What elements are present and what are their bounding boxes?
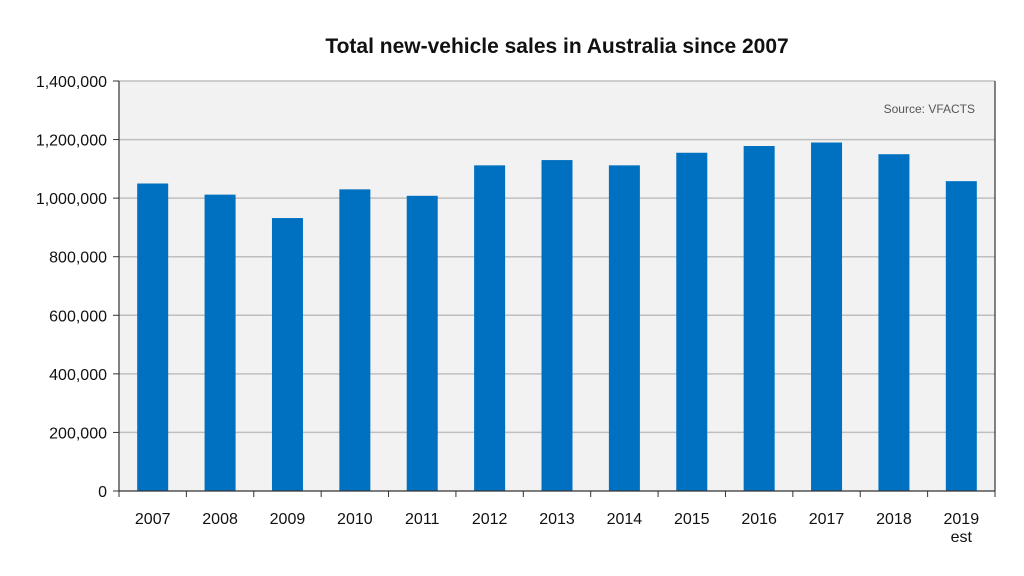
bar-2009	[271, 218, 303, 492]
bar-2015	[676, 152, 708, 491]
bar-2017	[811, 142, 843, 491]
x-tick-label: 2019	[944, 511, 980, 528]
bar-2016	[743, 146, 775, 491]
y-tick-label: 1,000,000	[36, 191, 107, 208]
x-tick-sublabel: est	[951, 529, 973, 546]
bar-2011	[406, 195, 438, 492]
x-tick-label: 2013	[539, 511, 575, 528]
x-tick-label: 2007	[135, 511, 171, 528]
x-tick-label: 2018	[876, 511, 912, 528]
bar-2010	[339, 189, 371, 491]
y-tick-label: 400,000	[49, 367, 107, 384]
bar-2019	[945, 181, 977, 491]
y-tick-label: 1,200,000	[36, 133, 107, 150]
y-tick-label: 800,000	[49, 250, 107, 267]
x-tick-label: 2008	[202, 511, 238, 528]
x-tick-label: 2011	[405, 511, 440, 528]
axes	[113, 80, 996, 497]
x-axis-tick-labels: 2007 2008 2009 2010 2011 2012 2013 2014 2015 2016…	[135, 511, 979, 546]
x-tick-label: 2015	[674, 511, 710, 528]
bar-2008	[204, 194, 236, 491]
bar-2012	[474, 165, 506, 492]
x-tick-label: 2009	[270, 511, 306, 528]
x-tick-label: 2016	[741, 511, 777, 528]
bar-2013	[541, 160, 573, 492]
bars	[137, 142, 977, 492]
source-note: Source: VFACTS	[884, 102, 975, 116]
y-axis-tick-labels: 0 200,000 400,000 600,000 800,000 1,000,000 1,…	[36, 74, 107, 501]
y-tick-label: 600,000	[49, 308, 107, 325]
y-tick-label: 1,400,000	[36, 74, 107, 91]
x-tick-label: 2012	[472, 511, 508, 528]
y-tick-label: 0	[98, 484, 107, 501]
bar-2018	[878, 154, 910, 491]
bar-2007	[137, 183, 169, 491]
x-tick-label: 2014	[607, 511, 643, 528]
x-tick-label: 2010	[337, 511, 373, 528]
bar-2014	[608, 165, 640, 492]
x-tick-label: 2017	[809, 511, 845, 528]
y-tick-label: 200,000	[49, 425, 107, 442]
chart-title: Total new-vehicle sales in Australia sin…	[325, 35, 788, 58]
